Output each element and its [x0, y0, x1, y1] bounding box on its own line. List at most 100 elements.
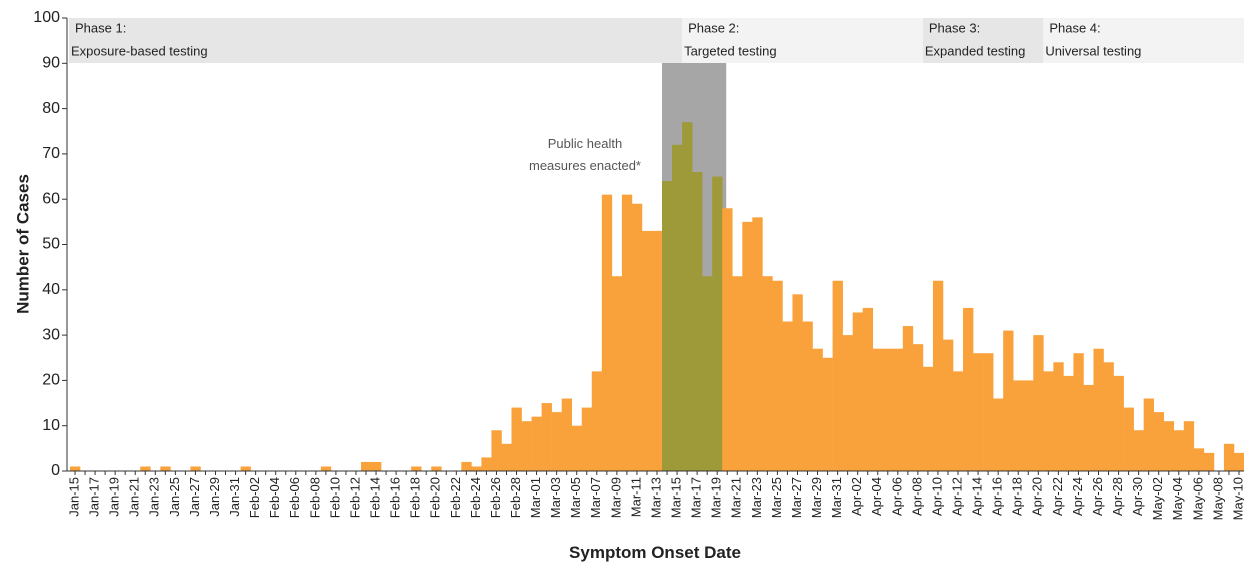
- x-tick-label: May-06: [1190, 477, 1205, 520]
- bar: [953, 371, 964, 471]
- x-tick-label: Feb-14: [367, 477, 382, 518]
- y-tick-label: 100: [33, 9, 60, 26]
- x-tick-label: Jan-21: [127, 477, 142, 517]
- bar: [561, 398, 573, 471]
- bar: [1073, 353, 1084, 471]
- bar: [762, 276, 773, 471]
- bar: [1233, 452, 1244, 471]
- bar: [1153, 412, 1165, 471]
- bar: [360, 461, 372, 471]
- x-tick-label: Apr-02: [849, 477, 864, 516]
- bar: [802, 321, 813, 471]
- bar: [782, 321, 793, 471]
- bar: [872, 348, 884, 471]
- y-tick-label: 50: [42, 236, 60, 253]
- bar: [902, 326, 914, 471]
- y-tick-label: 60: [42, 190, 60, 207]
- x-tick-label: Jan-27: [187, 477, 202, 517]
- bar: [742, 221, 753, 471]
- bar: [631, 203, 643, 472]
- phase-description: Universal testing: [1045, 43, 1141, 58]
- bar: [702, 276, 713, 471]
- bar: [1083, 384, 1094, 471]
- bar: [431, 466, 442, 471]
- bar: [1163, 421, 1175, 471]
- annotation: Public health: [548, 136, 622, 151]
- bar: [712, 176, 723, 472]
- bar: [591, 371, 603, 471]
- x-tick-label: Mar-27: [789, 477, 804, 518]
- phase-description: Expanded testing: [925, 43, 1025, 58]
- bar: [621, 194, 633, 472]
- x-tick-label: Mar-05: [568, 477, 583, 518]
- bar: [1003, 330, 1014, 471]
- bar: [521, 421, 532, 471]
- bar: [963, 307, 974, 471]
- bar: [812, 348, 823, 471]
- bar: [1203, 452, 1215, 471]
- bar: [1113, 375, 1124, 471]
- x-tick-label: Jan-23: [147, 477, 162, 517]
- bar: [993, 398, 1004, 471]
- x-tick-label: Feb-18: [408, 477, 423, 518]
- bar: [882, 348, 894, 471]
- phase-description: Targeted testing: [684, 43, 777, 58]
- bar: [852, 312, 864, 471]
- bar: [842, 335, 853, 471]
- phase-band: [922, 18, 1044, 63]
- bar: [772, 280, 783, 471]
- x-tick-label: Feb-24: [468, 477, 483, 518]
- bar: [541, 403, 552, 471]
- bar: [501, 443, 512, 471]
- bar: [641, 230, 653, 471]
- bar: [1053, 362, 1064, 471]
- x-tick-label: Jan-29: [207, 477, 222, 517]
- bar: [371, 461, 382, 471]
- x-tick-label: Apr-10: [929, 477, 944, 516]
- x-tick-label: Apr-24: [1070, 477, 1085, 516]
- y-tick-label: 20: [42, 372, 60, 389]
- bar: [1033, 335, 1044, 471]
- x-tick-label: Mar-07: [588, 477, 603, 518]
- x-tick-label: May-08: [1210, 477, 1225, 520]
- bar: [1043, 371, 1054, 471]
- x-tick-label: Apr-20: [1030, 477, 1045, 516]
- phase-band: [682, 18, 923, 63]
- bar: [662, 181, 673, 471]
- bar: [862, 307, 874, 471]
- y-tick-label: 40: [42, 281, 60, 298]
- x-tick-label: Apr-04: [869, 477, 884, 516]
- x-tick-label: May-02: [1150, 477, 1165, 520]
- x-tick-label: Mar-11: [628, 477, 643, 517]
- bar: [320, 466, 332, 471]
- bar: [1023, 380, 1034, 471]
- bar: [973, 353, 984, 471]
- phase-label: Phase 1:: [75, 20, 126, 35]
- x-tick-label: Mar-19: [709, 477, 724, 518]
- bar: [1103, 362, 1114, 471]
- y-tick-label: 80: [42, 100, 60, 117]
- bar: [1123, 407, 1134, 471]
- bar: [922, 366, 934, 471]
- bar: [1223, 443, 1235, 471]
- bar: [601, 194, 613, 472]
- bar: [1173, 430, 1185, 471]
- bar: [551, 412, 562, 471]
- y-tick-label: 70: [42, 145, 60, 162]
- bar: [832, 280, 843, 471]
- x-tick-label: Feb-08: [307, 477, 322, 518]
- y-tick-label: 30: [42, 326, 60, 343]
- bar: [190, 466, 201, 471]
- x-tick-label: Feb-12: [347, 477, 362, 518]
- x-tick-label: Apr-18: [1010, 477, 1025, 516]
- x-tick-label: Mar-17: [689, 477, 704, 518]
- bar: [1093, 348, 1104, 471]
- x-tick-label: Mar-09: [608, 477, 623, 518]
- phase-band: [1043, 18, 1244, 63]
- bar: [1183, 421, 1195, 471]
- x-tick-label: Mar-25: [769, 477, 784, 518]
- x-tick-label: Feb-20: [428, 477, 443, 518]
- x-tick-label: Mar-13: [648, 477, 663, 518]
- bar: [942, 339, 954, 471]
